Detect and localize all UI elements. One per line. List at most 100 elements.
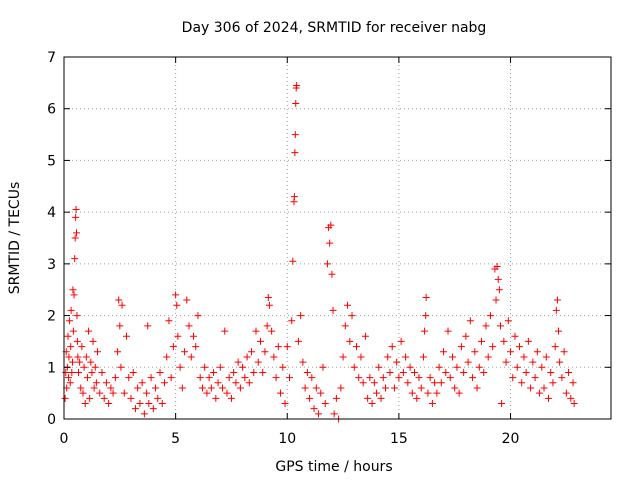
data-point bbox=[520, 353, 528, 361]
data-point bbox=[426, 374, 434, 382]
data-point bbox=[531, 374, 539, 382]
data-point bbox=[73, 337, 81, 345]
data-point bbox=[346, 337, 354, 345]
data-point bbox=[65, 353, 73, 361]
data-point bbox=[547, 368, 555, 376]
data-point bbox=[377, 394, 385, 402]
axes: 0 1 2 3 4 5 6 7 0 5 10 15 20 bbox=[47, 50, 612, 447]
data-point bbox=[93, 348, 101, 356]
data-point bbox=[82, 353, 90, 361]
data-point bbox=[493, 262, 501, 270]
data-point bbox=[183, 296, 191, 304]
data-point bbox=[102, 379, 110, 387]
data-point bbox=[352, 343, 360, 351]
data-point bbox=[395, 374, 403, 382]
data-point bbox=[245, 379, 253, 387]
data-point bbox=[96, 389, 104, 397]
data-point bbox=[498, 399, 506, 407]
data-point bbox=[205, 374, 213, 382]
data-point bbox=[105, 399, 113, 407]
data-point bbox=[71, 255, 79, 263]
data-point bbox=[227, 394, 235, 402]
data-point bbox=[402, 353, 410, 361]
data-point bbox=[567, 394, 575, 402]
data-point bbox=[129, 368, 137, 376]
data-point bbox=[408, 389, 416, 397]
data-point bbox=[67, 343, 75, 351]
data-point bbox=[212, 394, 220, 402]
data-point bbox=[214, 379, 222, 387]
data-point bbox=[507, 348, 515, 356]
data-point bbox=[178, 384, 186, 392]
data-point bbox=[417, 384, 425, 392]
y-tick-label: 6 bbox=[47, 102, 56, 118]
data-point bbox=[453, 363, 461, 371]
data-point bbox=[370, 379, 378, 387]
data-point bbox=[433, 389, 441, 397]
data-point bbox=[203, 389, 211, 397]
data-point bbox=[277, 389, 285, 397]
data-point bbox=[115, 296, 123, 304]
data-point bbox=[118, 301, 126, 309]
data-point bbox=[68, 368, 76, 376]
data-point bbox=[185, 322, 193, 330]
data-point bbox=[502, 358, 510, 366]
data-point bbox=[422, 312, 430, 320]
data-point bbox=[268, 327, 276, 335]
data-point bbox=[549, 379, 557, 387]
data-point bbox=[359, 379, 367, 387]
data-point bbox=[444, 327, 452, 335]
x-tick-label: 10 bbox=[278, 431, 296, 447]
data-point bbox=[189, 332, 197, 340]
data-point bbox=[143, 389, 151, 397]
data-point bbox=[194, 312, 202, 320]
data-point bbox=[232, 379, 240, 387]
data-point bbox=[73, 229, 81, 237]
data-point bbox=[117, 363, 125, 371]
data-point bbox=[265, 301, 273, 309]
data-point bbox=[570, 399, 578, 407]
data-point bbox=[484, 353, 492, 361]
data-point bbox=[544, 394, 552, 402]
data-point bbox=[107, 384, 115, 392]
data-point bbox=[289, 257, 297, 265]
data-point bbox=[361, 332, 369, 340]
data-point bbox=[281, 399, 289, 407]
data-point bbox=[223, 389, 231, 397]
data-point bbox=[308, 374, 316, 382]
data-point bbox=[263, 322, 271, 330]
data-point bbox=[83, 374, 91, 382]
chart-title: Day 306 of 2024, SRMTID for receiver nab… bbox=[182, 20, 487, 36]
data-point bbox=[511, 332, 519, 340]
data-point bbox=[500, 337, 508, 345]
data-point bbox=[297, 312, 305, 320]
y-tick-label: 3 bbox=[47, 257, 56, 273]
data-point bbox=[72, 213, 80, 221]
data-point bbox=[473, 384, 481, 392]
data-point bbox=[301, 384, 309, 392]
data-point bbox=[256, 337, 264, 345]
data-point bbox=[299, 358, 307, 366]
data-point bbox=[291, 149, 299, 157]
data-point bbox=[542, 353, 550, 361]
data-point bbox=[509, 374, 517, 382]
data-point bbox=[134, 384, 142, 392]
data-point bbox=[388, 343, 396, 351]
data-point bbox=[556, 358, 564, 366]
data-point bbox=[504, 317, 512, 325]
data-point bbox=[243, 353, 251, 361]
data-point bbox=[379, 374, 387, 382]
data-point bbox=[424, 389, 432, 397]
data-point bbox=[279, 363, 287, 371]
data-point bbox=[492, 296, 500, 304]
data-point bbox=[252, 327, 260, 335]
x-tick-label: 0 bbox=[60, 431, 69, 447]
data-point bbox=[451, 384, 459, 392]
data-point bbox=[533, 348, 541, 356]
data-point bbox=[435, 363, 443, 371]
data-point bbox=[127, 394, 135, 402]
data-point bbox=[431, 379, 439, 387]
data-point bbox=[515, 343, 523, 351]
data-point bbox=[321, 399, 329, 407]
data-point bbox=[259, 368, 267, 376]
